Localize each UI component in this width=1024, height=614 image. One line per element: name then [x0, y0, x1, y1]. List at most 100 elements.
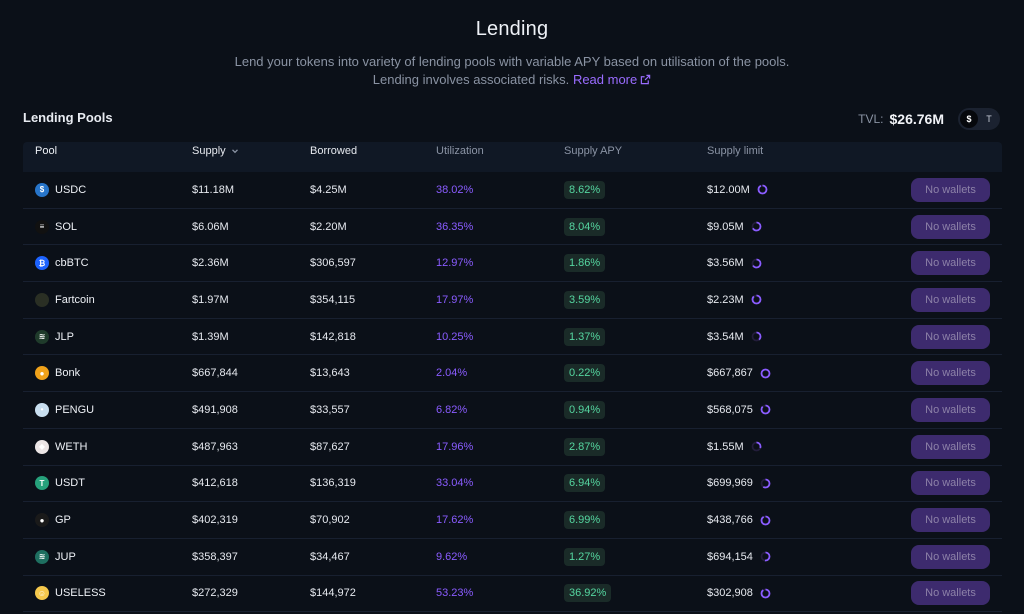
table-row[interactable]: T USDT $412,618 $136,319 33.04% 6.94% $699,969…	[23, 466, 1002, 503]
utilization-value: 36.35%	[436, 220, 474, 233]
no-wallets-button[interactable]: No wallets	[911, 544, 990, 569]
progress-ring-icon	[760, 478, 771, 489]
supply-limit-value: $667,867	[707, 367, 753, 380]
token-icon: ≋	[35, 329, 49, 344]
column-header-supply[interactable]: Supply	[192, 145, 239, 157]
supply-apy-badge: 8.62%	[564, 180, 606, 199]
table-row[interactable]: ≡ SOL $6.06M $2.20M 36.35% 8.04% $9.05M No wall…	[23, 209, 1002, 246]
no-wallets-button[interactable]: No wallets	[911, 214, 990, 239]
supply-limit-cell: $2.23M	[707, 294, 762, 306]
supply-value: $412,618	[192, 477, 238, 490]
utilization-value: 9.62%	[436, 550, 468, 563]
supply-limit-cell: $568,075	[707, 404, 771, 416]
utilization-value: 17.96%	[436, 440, 474, 453]
pool-name: WETH	[55, 440, 88, 453]
no-wallets-button[interactable]: No wallets	[911, 471, 990, 496]
supply-apy-cell: 1.86%	[564, 254, 606, 273]
supply-apy-cell: 8.62%	[564, 180, 606, 199]
supply-limit-value: $699,969	[707, 477, 753, 490]
supply-apy-badge: 1.86%	[564, 254, 606, 273]
utilization-value: 53.23%	[436, 587, 474, 600]
table-row[interactable]: ≋ JLP $1.39M $142,818 10.25% 1.37% $3.54M No wa…	[23, 319, 1002, 356]
no-wallets-button[interactable]: No wallets	[911, 361, 990, 386]
toggle-dollar-option[interactable]: $	[960, 110, 978, 128]
page-header: Lending Lend your tokens into variety of…	[0, 0, 1024, 89]
borrowed-value: $306,597	[310, 257, 356, 270]
no-wallets-button[interactable]: No wallets	[911, 434, 990, 459]
action-cell: No wallets	[911, 177, 990, 202]
table-row[interactable]: Fartcoin $1.97M $354,115 17.97% 3.59% $2.23M N…	[23, 282, 1002, 319]
action-cell: No wallets	[911, 324, 990, 349]
supply-limit-cell: $12.00M	[707, 184, 768, 196]
currency-toggle: $ T	[958, 108, 1000, 130]
supply-apy-badge: 6.94%	[564, 474, 606, 493]
no-wallets-button[interactable]: No wallets	[911, 508, 990, 533]
progress-ring-icon	[751, 441, 762, 452]
table-row[interactable]: • PENGU $491,908 $33,557 6.82% 0.94% $568,075 N…	[23, 392, 1002, 429]
progress-ring-icon	[760, 368, 771, 379]
progress-ring-icon	[751, 258, 762, 269]
supply-apy-cell: 3.59%	[564, 290, 606, 309]
token-icon: ☺	[35, 586, 49, 601]
supply-limit-cell: $667,867	[707, 367, 771, 379]
table-row[interactable]: $ USDC $11.18M $4.25M 38.02% 8.62% $12.00M No w…	[23, 172, 1002, 209]
borrowed-value: $136,319	[310, 477, 356, 490]
no-wallets-button[interactable]: No wallets	[911, 251, 990, 276]
token-icon	[35, 292, 49, 307]
supply-value: $491,908	[192, 403, 238, 416]
utilization-value: 2.04%	[436, 367, 468, 380]
utilization-value: 10.25%	[436, 330, 474, 343]
no-wallets-button[interactable]: No wallets	[911, 287, 990, 312]
table-row[interactable]: ₿ cbBTC $2.36M $306,597 12.97% 1.86% $3.56M No …	[23, 245, 1002, 283]
no-wallets-button[interactable]: No wallets	[911, 581, 990, 606]
table-row[interactable]: ≋ JUP $358,397 $34,467 9.62% 1.27% $694,154 No …	[23, 539, 1002, 576]
pool-cell: $ USDC	[35, 182, 86, 197]
supply-value: $272,329	[192, 587, 238, 600]
pool-cell: T USDT	[35, 476, 85, 491]
action-cell: No wallets	[911, 434, 990, 459]
utilization-value: 33.04%	[436, 477, 474, 490]
borrowed-value: $2.20M	[310, 220, 347, 233]
utilization-value: 17.62%	[436, 514, 474, 527]
utilization-value: 12.97%	[436, 257, 474, 270]
table-row[interactable]: ● GP $402,319 $70,902 17.62% 6.99% $438,766 No …	[23, 502, 1002, 539]
supply-apy-cell: 6.99%	[564, 511, 606, 530]
token-icon: ◆	[35, 439, 49, 454]
progress-ring-icon	[757, 184, 768, 195]
progress-ring-icon	[751, 331, 762, 342]
table-row[interactable]: ◆ WETH $487,963 $87,627 17.96% 2.87% $1.55M No …	[23, 429, 1002, 466]
pool-cell: • PENGU	[35, 402, 95, 417]
column-header-utilization: Utilization	[436, 145, 484, 157]
supply-apy-cell: 8.04%	[564, 217, 606, 236]
token-icon: •	[35, 402, 49, 417]
no-wallets-button[interactable]: No wallets	[911, 324, 990, 349]
token-icon: $	[35, 182, 49, 197]
borrowed-value: $34,467	[310, 550, 350, 563]
no-wallets-button[interactable]: No wallets	[911, 397, 990, 422]
no-wallets-button[interactable]: No wallets	[911, 177, 990, 202]
supply-value: $1.97M	[192, 293, 229, 306]
borrowed-value: $87,627	[310, 440, 350, 453]
pool-cell: ● Bonk	[35, 366, 80, 381]
borrowed-value: $142,818	[310, 330, 356, 343]
token-icon: ₿	[35, 256, 49, 271]
supply-limit-value: $2.23M	[707, 293, 744, 306]
borrowed-value: $144,972	[310, 587, 356, 600]
supply-limit-value: $694,154	[707, 550, 753, 563]
pool-name: USDT	[55, 477, 85, 490]
table-row[interactable]: ☺ USELESS $272,329 $144,972 53.23% 36.92% $302…	[23, 576, 1002, 613]
supply-apy-cell: 1.37%	[564, 327, 606, 346]
token-icon: ●	[35, 366, 49, 381]
pool-name: USELESS	[55, 587, 106, 600]
supply-limit-cell: $9.05M	[707, 221, 762, 233]
read-more-link[interactable]: Read more	[573, 72, 651, 87]
borrowed-value: $354,115	[310, 293, 356, 306]
pool-name: SOL	[55, 220, 78, 233]
pool-name: PENGU	[55, 403, 95, 416]
pool-cell: Fartcoin	[35, 292, 95, 307]
borrowed-value: $33,557	[310, 403, 350, 416]
pool-cell: ≋ JUP	[35, 549, 76, 564]
toggle-token-option[interactable]: T	[986, 114, 992, 124]
supply-limit-cell: $438,766	[707, 514, 771, 526]
table-row[interactable]: ● Bonk $667,844 $13,643 2.04% 0.22% $667,867 No…	[23, 355, 1002, 393]
